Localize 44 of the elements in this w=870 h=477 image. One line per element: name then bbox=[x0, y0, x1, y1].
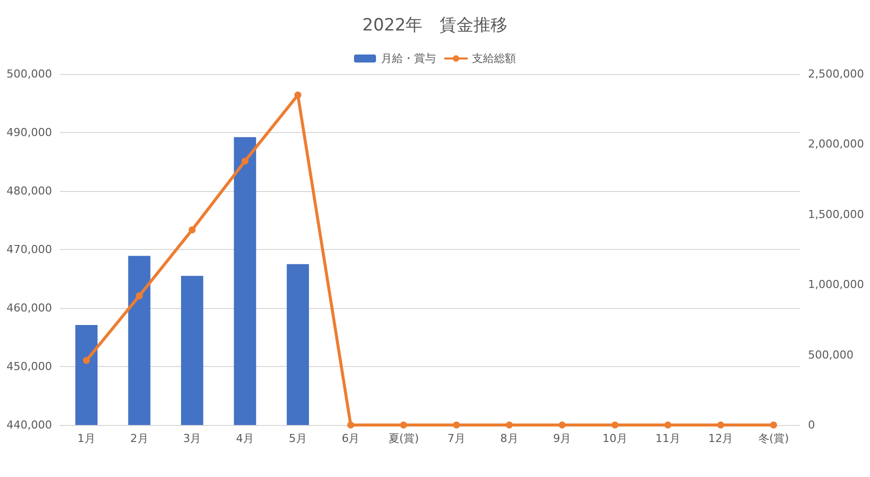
chart-title: 2022年 賃金推移 bbox=[362, 16, 508, 36]
point bbox=[506, 422, 513, 428]
y-tick-label: 450,000 bbox=[6, 360, 52, 373]
x-tick-label: 8月 bbox=[500, 432, 518, 445]
x-tick-label: 夏(賞) bbox=[388, 432, 419, 445]
point bbox=[82, 356, 90, 364]
x-tick-label: 3月 bbox=[183, 432, 202, 445]
point bbox=[347, 422, 354, 428]
point bbox=[294, 92, 302, 99]
legend-label: 月給・賞与 bbox=[381, 52, 436, 65]
x-tick-label: 1月 bbox=[77, 432, 96, 445]
y-tick-label: 500,000 bbox=[6, 68, 52, 80]
x-tick-label: 冬(賞) bbox=[758, 432, 789, 445]
y-tick-label: 490,000 bbox=[6, 126, 52, 139]
y2-tick-label: 2,000,000 bbox=[808, 138, 864, 151]
x-tick-label: 9月 bbox=[553, 432, 572, 445]
y-tick-label: 470,000 bbox=[6, 243, 52, 256]
point bbox=[136, 292, 143, 300]
point bbox=[452, 422, 460, 428]
legend-label: 支給総額 bbox=[472, 52, 516, 65]
x-tick-label: 2月 bbox=[130, 432, 148, 445]
y2-tick-label: 1,000,000 bbox=[808, 278, 864, 292]
y2-tick-label: 1,500,000 bbox=[808, 208, 864, 221]
point bbox=[612, 422, 618, 428]
point bbox=[400, 422, 408, 428]
x-tick-label: 6月 bbox=[342, 432, 360, 445]
x-tick-label: 7月 bbox=[447, 432, 466, 445]
y2-tick-label: 0 bbox=[808, 418, 815, 432]
point bbox=[558, 422, 566, 428]
y-tick-label: 480,000 bbox=[6, 184, 52, 198]
y-tick-label: 440,000 bbox=[6, 418, 52, 432]
point bbox=[770, 422, 778, 428]
y2-tick-label: 500,000 bbox=[808, 348, 854, 362]
point bbox=[664, 422, 672, 428]
point bbox=[242, 158, 248, 165]
y2-tick-label: 2,500,000 bbox=[808, 68, 864, 80]
point bbox=[717, 422, 724, 428]
y-tick-label: 460,000 bbox=[6, 302, 52, 314]
point bbox=[188, 226, 196, 234]
x-tick-label: 10月 bbox=[602, 432, 628, 445]
x-tick-label: 4月 bbox=[236, 432, 254, 445]
x-tick-label: 12月 bbox=[708, 432, 734, 445]
x-tick-label: 5月 bbox=[288, 432, 307, 445]
x-tick-label: 11月 bbox=[655, 432, 680, 445]
